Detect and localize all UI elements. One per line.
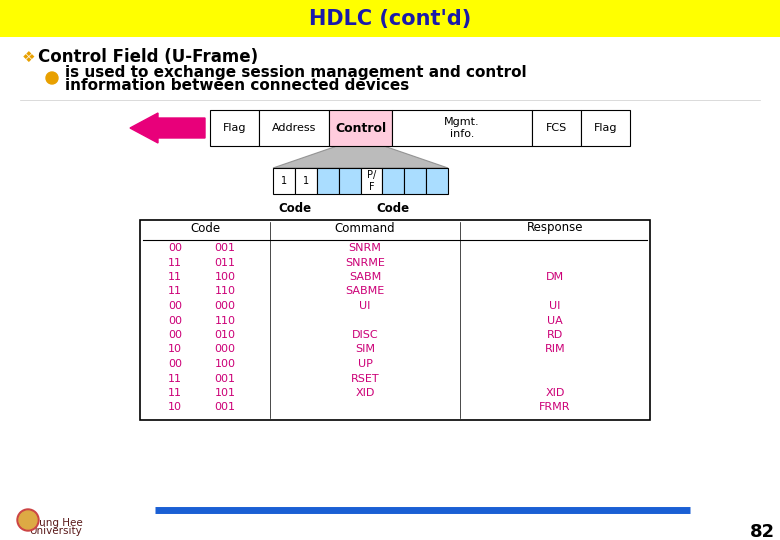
FancyBboxPatch shape: [317, 168, 339, 194]
FancyBboxPatch shape: [426, 168, 448, 194]
Text: 001: 001: [215, 402, 236, 413]
Text: 00: 00: [168, 315, 182, 326]
Text: Kyung Hee: Kyung Hee: [27, 518, 83, 528]
Text: 10: 10: [168, 345, 182, 354]
Text: 82: 82: [750, 523, 775, 540]
Text: Code: Code: [278, 201, 311, 214]
Text: SNRM: SNRM: [349, 243, 381, 253]
Text: 110: 110: [215, 287, 236, 296]
Text: Response: Response: [526, 221, 583, 234]
Text: SABM: SABM: [349, 272, 381, 282]
Circle shape: [46, 72, 58, 84]
Text: 1: 1: [303, 176, 309, 186]
FancyBboxPatch shape: [210, 110, 259, 146]
Text: 11: 11: [168, 287, 182, 296]
Text: Flag: Flag: [223, 123, 246, 133]
Text: RD: RD: [547, 330, 563, 340]
Text: information between connected devices: information between connected devices: [65, 78, 410, 93]
Circle shape: [19, 511, 37, 529]
Text: 100: 100: [215, 272, 236, 282]
Text: 00: 00: [168, 359, 182, 369]
Text: 110: 110: [215, 315, 236, 326]
Text: DM: DM: [546, 272, 564, 282]
Text: UP: UP: [357, 359, 372, 369]
FancyBboxPatch shape: [140, 220, 650, 420]
Text: XID: XID: [356, 388, 374, 398]
FancyBboxPatch shape: [339, 168, 360, 194]
Text: FRMR: FRMR: [539, 402, 571, 413]
Text: 11: 11: [168, 258, 182, 267]
Text: 000: 000: [215, 345, 236, 354]
Text: ❖: ❖: [22, 50, 36, 64]
FancyBboxPatch shape: [382, 168, 404, 194]
Text: RSET: RSET: [351, 374, 379, 383]
Text: UI: UI: [549, 301, 561, 311]
Text: SABME: SABME: [346, 287, 385, 296]
FancyArrow shape: [130, 113, 205, 143]
Text: University: University: [29, 526, 81, 536]
FancyBboxPatch shape: [329, 110, 392, 146]
Text: UI: UI: [360, 301, 370, 311]
Text: 10: 10: [168, 402, 182, 413]
Text: HDLC (cont'd): HDLC (cont'd): [309, 9, 471, 29]
Text: 000: 000: [215, 301, 236, 311]
Text: 11: 11: [168, 374, 182, 383]
Text: 00: 00: [168, 243, 182, 253]
Text: SIM: SIM: [355, 345, 375, 354]
FancyBboxPatch shape: [404, 168, 426, 194]
Text: 010: 010: [215, 330, 236, 340]
Text: Command: Command: [335, 221, 395, 234]
Text: UA: UA: [547, 315, 563, 326]
Text: 001: 001: [215, 374, 236, 383]
Text: Code: Code: [377, 201, 410, 214]
Text: 11: 11: [168, 272, 182, 282]
Text: XID: XID: [545, 388, 565, 398]
Text: Mgmt.
info.: Mgmt. info.: [444, 117, 480, 139]
Text: P/
F: P/ F: [367, 170, 376, 192]
Text: is used to exchange session management and control: is used to exchange session management a…: [65, 65, 526, 80]
Text: 101: 101: [215, 388, 236, 398]
Text: RIM: RIM: [544, 345, 566, 354]
Text: SNRME: SNRME: [345, 258, 385, 267]
FancyBboxPatch shape: [360, 168, 382, 194]
Text: 11: 11: [168, 388, 182, 398]
Text: 1: 1: [281, 176, 287, 186]
Text: 00: 00: [168, 330, 182, 340]
Text: 001: 001: [215, 243, 236, 253]
Text: DISC: DISC: [352, 330, 378, 340]
FancyBboxPatch shape: [259, 110, 329, 146]
Polygon shape: [273, 146, 448, 168]
Text: Address: Address: [271, 123, 316, 133]
Text: 00: 00: [168, 301, 182, 311]
Text: 100: 100: [215, 359, 236, 369]
FancyBboxPatch shape: [273, 168, 295, 194]
FancyBboxPatch shape: [581, 110, 630, 146]
FancyBboxPatch shape: [532, 110, 581, 146]
Text: Control: Control: [335, 122, 386, 134]
FancyBboxPatch shape: [0, 0, 780, 37]
FancyBboxPatch shape: [392, 110, 532, 146]
Text: Code: Code: [190, 221, 220, 234]
Circle shape: [17, 509, 39, 531]
Text: Control Field (U-Frame): Control Field (U-Frame): [38, 48, 258, 66]
Text: 011: 011: [215, 258, 236, 267]
FancyBboxPatch shape: [295, 168, 317, 194]
Text: Flag: Flag: [594, 123, 617, 133]
Text: FCS: FCS: [546, 123, 567, 133]
